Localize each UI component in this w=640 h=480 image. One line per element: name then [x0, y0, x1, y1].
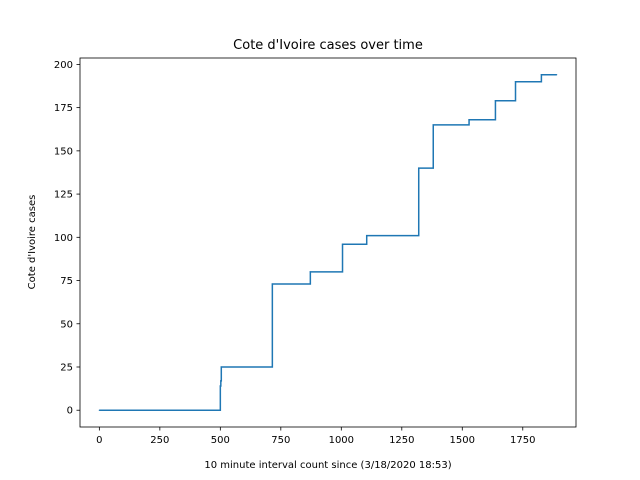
x-tick-label: 750 [271, 435, 290, 446]
x-axis-ticks: 0 250 500 750 1000 1250 1500 1750 [96, 427, 535, 446]
y-tick-label: 25 [60, 362, 73, 373]
series-line [99, 74, 557, 411]
x-tick-label: 1500 [450, 435, 475, 446]
data-point [514, 81, 517, 83]
x-tick-label: 1750 [510, 435, 535, 446]
y-tick-label: 125 [54, 190, 73, 201]
x-axis-label: 10 minute interval count since (3/18/202… [204, 460, 451, 471]
data-point [341, 243, 344, 245]
x-tick-label: 1250 [389, 435, 414, 446]
y-axis-ticks: 0 25 50 75 100 125 150 175 200 [54, 60, 80, 417]
y-tick-label: 50 [60, 319, 73, 330]
data-point [494, 100, 497, 102]
data-point [219, 385, 221, 387]
data-point [309, 271, 311, 273]
plot-area [98, 74, 558, 411]
data-point [220, 366, 222, 368]
chart-title: Cote d'Ivoire cases over time [233, 38, 423, 53]
y-tick-label: 0 [67, 406, 73, 417]
data-point [220, 380, 222, 382]
x-tick-label: 1000 [329, 435, 354, 446]
y-tick-label: 75 [60, 276, 73, 287]
data-point [556, 74, 558, 76]
x-tick-label: 0 [96, 435, 102, 446]
data-point [418, 167, 420, 169]
x-tick-label: 250 [150, 435, 169, 446]
y-tick-label: 200 [54, 60, 73, 71]
data-point [366, 234, 368, 237]
y-tick-label: 150 [54, 146, 73, 157]
plot-frame [79, 57, 577, 428]
y-tick-label: 175 [54, 103, 73, 114]
data-point [540, 74, 543, 76]
data-point [468, 119, 470, 121]
data-point [432, 124, 434, 126]
data-point [98, 409, 100, 411]
y-tick-label: 100 [54, 233, 73, 244]
x-tick-label: 500 [211, 435, 230, 446]
data-point [271, 283, 273, 285]
y-axis-label: Cote d'Ivoire cases [27, 195, 38, 290]
